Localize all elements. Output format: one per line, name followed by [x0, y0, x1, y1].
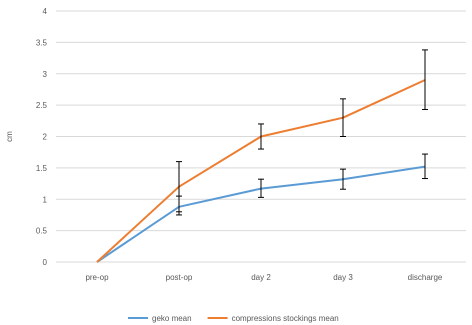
- x-tick-label: discharge: [408, 273, 443, 282]
- error-bar: [258, 123, 264, 150]
- error-bar: [422, 153, 428, 180]
- error-bar: [258, 178, 264, 198]
- y-tick-label: 4: [43, 7, 48, 16]
- y-tick-label: 3.5: [36, 38, 48, 47]
- y-tick-label: 2: [43, 133, 48, 142]
- error-bars: [176, 49, 428, 216]
- legend-label: compressions stockings mean: [232, 314, 339, 323]
- legend-item: compressions stockings mean: [207, 314, 339, 323]
- error-bar: [422, 49, 428, 111]
- x-tick-labels: pre-op post-op day 2 day 3 discharge: [85, 273, 442, 282]
- x-tick-label: pre-op: [85, 273, 109, 282]
- error-bar: [340, 168, 346, 190]
- legend-label: geko mean: [152, 314, 192, 323]
- error-bar: [340, 98, 346, 137]
- legend-item: geko mean: [128, 314, 192, 323]
- x-tick-label: day 3: [333, 273, 353, 282]
- x-tick-label: post-op: [166, 273, 193, 282]
- legend: geko mean compressions stockings mean: [128, 314, 339, 323]
- y-tick-label: 1: [43, 195, 48, 204]
- y-axis-label: cm: [5, 131, 14, 142]
- y-tick-label: 0: [43, 258, 48, 267]
- y-tick-label: 3: [43, 70, 48, 79]
- y-tick-label: 2.5: [36, 101, 48, 110]
- y-tick-label: 0.5: [36, 227, 48, 236]
- x-tick-label: day 2: [251, 273, 271, 282]
- series-line-1: [96, 79, 426, 263]
- error-bar: [176, 161, 182, 213]
- y-tick-labels: 0 0.5 1 1.5 2 2.5 3 3.5 4: [36, 7, 48, 267]
- y-tick-label: 1.5: [36, 164, 48, 173]
- series-lines: [96, 79, 426, 263]
